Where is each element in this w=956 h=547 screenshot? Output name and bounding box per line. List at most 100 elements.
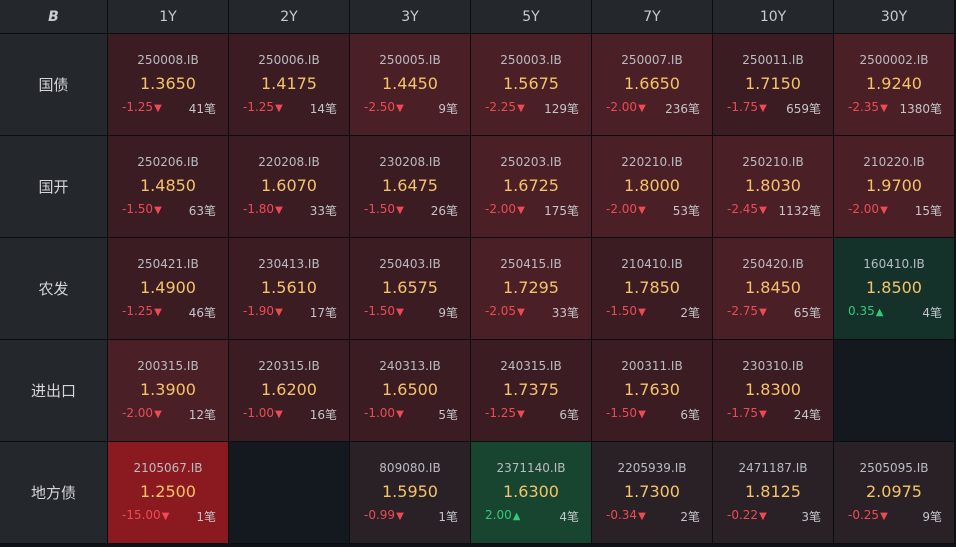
bond-quote-cell[interactable]: 230310.IB 1.8300 -1.75▼ 24笔 xyxy=(713,340,834,442)
bond-quote-cell[interactable]: 2471187.IB 1.8125 -0.22▼ 3笔 xyxy=(713,442,834,544)
bond-quote-cell[interactable]: 220210.IB 1.8000 -2.00▼ 53笔 xyxy=(592,136,713,238)
bond-quote-cell[interactable]: 230413.IB 1.5610 -1.90▼ 17笔 xyxy=(229,238,350,340)
arrow-down-icon: ▼ xyxy=(517,307,525,318)
tenor-header-1y[interactable]: 1Y xyxy=(108,0,229,34)
bond-quote-cell[interactable]: 220208.IB 1.6070 -1.80▼ 33笔 xyxy=(229,136,350,238)
yield-change: 0.35▲ xyxy=(848,304,883,318)
bond-quote-cell[interactable]: 2205939.IB 1.7300 -0.34▼ 2笔 xyxy=(592,442,713,544)
yield-change: -1.75▼ xyxy=(727,406,767,420)
yield-change-value: -2.05 xyxy=(485,304,517,318)
bond-quote-cell[interactable]: 2500002.IB 1.9240 -2.35▼ 1380笔 xyxy=(834,34,955,136)
row-label[interactable]: 国开 xyxy=(0,136,108,238)
arrow-down-icon: ▼ xyxy=(275,409,283,420)
row-label[interactable]: 农发 xyxy=(0,238,108,340)
bond-quote-cell[interactable]: 2371140.IB 1.6300 2.00▲ 4笔 xyxy=(471,442,592,544)
bond-quote-cell[interactable]: 160410.IB 1.8500 0.35▲ 4笔 xyxy=(834,238,955,340)
bond-quote-cell[interactable]: 2505095.IB 2.0975 -0.25▼ 9笔 xyxy=(834,442,955,544)
trade-count: 16笔 xyxy=(309,408,337,422)
yield-change-value: -1.75 xyxy=(727,406,759,420)
bond-quote-cell[interactable]: 250210.IB 1.8030 -2.45▼ 1132笔 xyxy=(713,136,834,238)
bond-quote-cell[interactable]: 200311.IB 1.7630 -1.50▼ 6笔 xyxy=(592,340,713,442)
yield-change: -2.00▼ xyxy=(606,100,646,114)
bond-quote-cell[interactable]: 250206.IB 1.4850 -1.50▼ 63笔 xyxy=(108,136,229,238)
bond-quote-cell[interactable]: 250421.IB 1.4900 -1.25▼ 46笔 xyxy=(108,238,229,340)
tenor-header-10y[interactable]: 10Y xyxy=(713,0,834,34)
bond-quote-cell[interactable]: 250008.IB 1.3650 -1.25▼ 41笔 xyxy=(108,34,229,136)
empty-cell xyxy=(834,340,955,442)
yield-change: -0.25▼ xyxy=(848,508,888,522)
trade-count: 5笔 xyxy=(438,408,458,422)
bond-quote-cell[interactable]: 220315.IB 1.6200 -1.00▼ 16笔 xyxy=(229,340,350,442)
bond-yield: 1.7300 xyxy=(624,482,680,501)
bond-quote-cell[interactable]: 250403.IB 1.6575 -1.50▼ 9笔 xyxy=(350,238,471,340)
trade-count: 9笔 xyxy=(438,102,458,116)
bond-code: 200315.IB xyxy=(137,359,199,373)
arrow-up-icon: ▲ xyxy=(512,511,521,522)
bond-quote-cell[interactable]: 250003.IB 1.5675 -2.25▼ 129笔 xyxy=(471,34,592,136)
bond-code: 210220.IB xyxy=(863,155,925,169)
bond-quote-cell[interactable]: 250203.IB 1.6725 -2.00▼ 175笔 xyxy=(471,136,592,238)
bond-quote-cell[interactable]: 210220.IB 1.9700 -2.00▼ 15笔 xyxy=(834,136,955,238)
bond-yield: 1.8030 xyxy=(745,176,801,195)
bond-quote-cell[interactable]: 230208.IB 1.6475 -1.50▼ 26笔 xyxy=(350,136,471,238)
yield-change: -2.45▼ xyxy=(727,202,767,216)
bond-quote-cell[interactable]: 250005.IB 1.4450 -2.50▼ 9笔 xyxy=(350,34,471,136)
arrow-down-icon: ▼ xyxy=(154,205,162,216)
bond-yield: 1.6725 xyxy=(503,176,559,195)
tenor-header-5y[interactable]: 5Y xyxy=(471,0,592,34)
yield-change-value: -0.25 xyxy=(848,508,880,522)
tenor-header-30y[interactable]: 30Y xyxy=(834,0,955,34)
yield-change-value: -2.00 xyxy=(485,202,517,216)
yield-change: 2.00▲ xyxy=(485,508,520,522)
row-label[interactable]: 进出口 xyxy=(0,340,108,442)
yield-change: -2.25▼ xyxy=(485,100,525,114)
trade-count: 15笔 xyxy=(914,204,942,218)
bond-quote-cell[interactable]: 250420.IB 1.8450 -2.75▼ 65笔 xyxy=(713,238,834,340)
arrow-down-icon: ▼ xyxy=(161,511,170,522)
yield-change-value: -1.75 xyxy=(727,100,759,114)
trade-count: 2笔 xyxy=(680,510,700,524)
bond-quote-cell[interactable]: 240313.IB 1.6500 -1.00▼ 5笔 xyxy=(350,340,471,442)
bond-quote-cell[interactable]: 250011.IB 1.7150 -1.75▼ 659笔 xyxy=(713,34,834,136)
trade-count: 236笔 xyxy=(665,102,700,116)
trade-count: 1笔 xyxy=(196,510,216,524)
arrow-down-icon: ▼ xyxy=(638,307,646,318)
bond-code: 250203.IB xyxy=(500,155,562,169)
bond-quote-cell[interactable]: 2105067.IB 1.2500 -15.00▼ 1笔 xyxy=(108,442,229,544)
row-label[interactable]: 地方债 xyxy=(0,442,108,544)
bond-code: 2371140.IB xyxy=(496,461,566,475)
yield-change: -2.05▼ xyxy=(485,304,525,318)
bond-quote-cell[interactable]: 809080.IB 1.5950 -0.99▼ 1笔 xyxy=(350,442,471,544)
bond-quote-cell[interactable]: 250007.IB 1.6650 -2.00▼ 236笔 xyxy=(592,34,713,136)
tenor-header-7y[interactable]: 7Y xyxy=(592,0,713,34)
arrow-down-icon: ▼ xyxy=(880,205,888,216)
bond-yield: 1.8000 xyxy=(624,176,680,195)
arrow-down-icon: ▼ xyxy=(638,103,646,114)
yield-change-value: -1.80 xyxy=(243,202,275,216)
yield-change: -2.00▼ xyxy=(848,202,888,216)
yield-change-value: -1.50 xyxy=(606,406,638,420)
bond-quote-cell[interactable]: 200315.IB 1.3900 -2.00▼ 12笔 xyxy=(108,340,229,442)
bond-yield: 1.8500 xyxy=(866,278,922,297)
bond-quote-cell[interactable]: 210410.IB 1.7850 -1.50▼ 2笔 xyxy=(592,238,713,340)
tenor-header-3y[interactable]: 3Y xyxy=(350,0,471,34)
bond-yield: 1.5950 xyxy=(382,482,438,501)
bond-yield: 1.6475 xyxy=(382,176,438,195)
bond-code: 230413.IB xyxy=(258,257,320,271)
bond-quote-cell[interactable]: 250006.IB 1.4175 -1.25▼ 14笔 xyxy=(229,34,350,136)
bond-yield: 1.4850 xyxy=(140,176,196,195)
bond-quote-cell[interactable]: 250415.IB 1.7295 -2.05▼ 33笔 xyxy=(471,238,592,340)
bond-yield: 1.6500 xyxy=(382,380,438,399)
trade-count: 2笔 xyxy=(680,306,700,320)
bond-quote-cell[interactable]: 240315.IB 1.7375 -1.25▼ 6笔 xyxy=(471,340,592,442)
arrow-down-icon: ▼ xyxy=(638,205,646,216)
bond-yield: 1.7850 xyxy=(624,278,680,297)
bond-yield: 1.9240 xyxy=(866,74,922,93)
yield-change: -1.50▼ xyxy=(122,202,162,216)
yield-change-value: -2.00 xyxy=(606,202,638,216)
row-label[interactable]: 国债 xyxy=(0,34,108,136)
yield-change-value: -0.22 xyxy=(727,508,759,522)
tenor-header-2y[interactable]: 2Y xyxy=(229,0,350,34)
bond-code: 200311.IB xyxy=(621,359,683,373)
